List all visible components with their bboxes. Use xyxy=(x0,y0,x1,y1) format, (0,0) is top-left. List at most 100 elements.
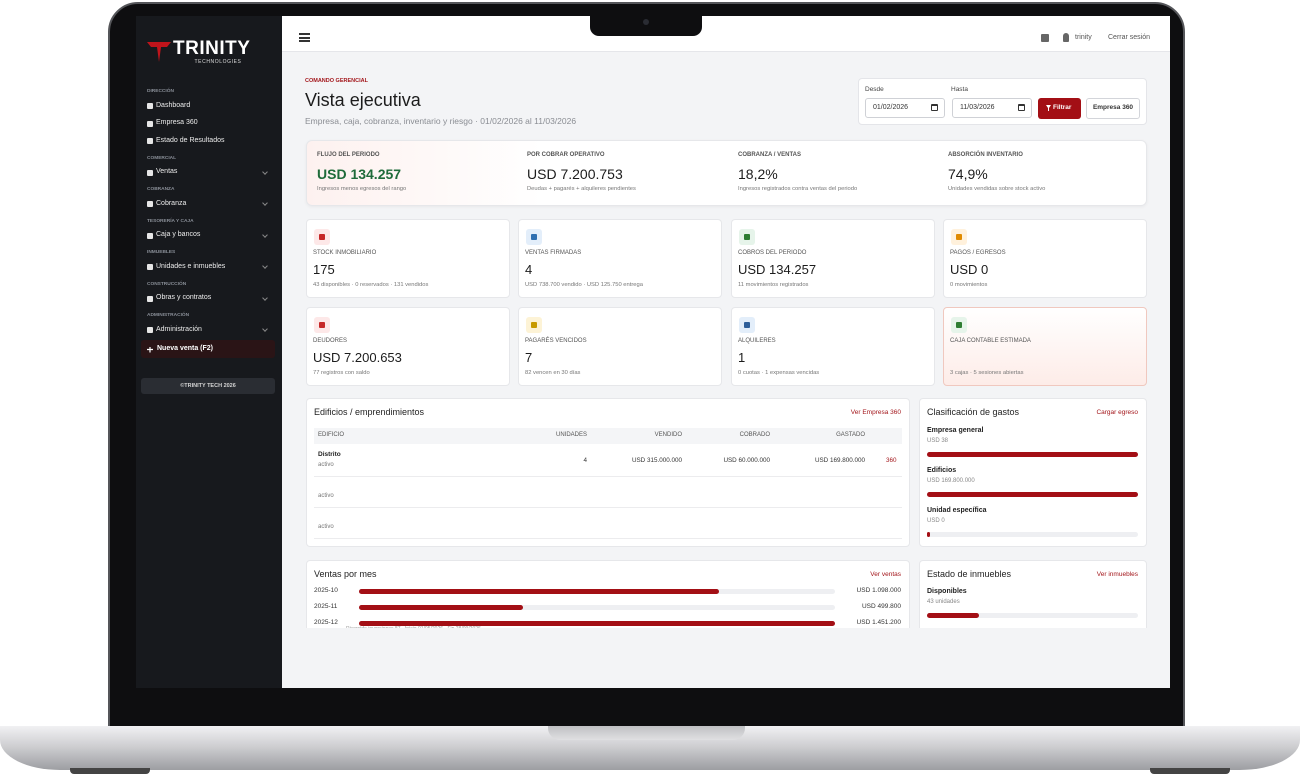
nav-cta-bg[interactable] xyxy=(141,340,275,358)
expense-amount: USD 169.800.000 xyxy=(927,478,975,485)
card-link[interactable]: Ver Empresa 360 xyxy=(850,408,901,416)
empresa-button-label[interactable]: Empresa 360 xyxy=(1092,104,1134,112)
row-divider xyxy=(314,507,902,508)
kpi-icon xyxy=(531,322,537,328)
kpi-value: 4 xyxy=(525,261,533,277)
kpi-icon xyxy=(319,322,325,328)
topbar xyxy=(282,16,1170,52)
row-link[interactable]: 360 xyxy=(886,457,897,465)
sales-month: 2025-11 xyxy=(314,602,338,610)
property-count: 43 unidades xyxy=(927,599,960,606)
kpi-label: PAGOS / EGRESOS xyxy=(950,250,1006,257)
kpi-card xyxy=(306,307,510,386)
sales-bar xyxy=(359,589,720,594)
sales-month: 2025-10 xyxy=(314,586,338,594)
notification-icon[interactable] xyxy=(1041,34,1049,42)
nav-icon xyxy=(147,103,153,109)
laptop-foot xyxy=(1150,768,1230,774)
date-input[interactable] xyxy=(865,98,945,118)
nav-item[interactable]: Cobranza xyxy=(156,199,187,207)
building-status: activo xyxy=(318,524,334,531)
kpi-label: STOCK INMOBILIARIO xyxy=(313,250,377,257)
date-value[interactable]: 01/02/2026 xyxy=(873,104,909,112)
kpi-card xyxy=(731,219,935,298)
summary-note: Ingresos menos egresos del rango xyxy=(317,186,407,193)
nav-item[interactable]: Obras y contratos xyxy=(156,294,212,302)
building-name: Distrito xyxy=(318,450,341,458)
building-status: activo xyxy=(318,493,334,500)
date-input[interactable] xyxy=(952,98,1032,118)
kpi-card xyxy=(943,219,1147,298)
menu-button[interactable] xyxy=(299,33,310,42)
card-link[interactable]: Ver ventas xyxy=(870,570,901,578)
brand: TRINITY xyxy=(173,38,251,60)
laptop-notch xyxy=(548,726,745,740)
nav-icon xyxy=(147,232,153,239)
summary-label: FLUJO DEL PERIODO xyxy=(317,152,380,159)
kpi-value: USD 7.200.653 xyxy=(313,349,402,365)
kpi-value: 175 xyxy=(313,261,335,277)
nav-cta[interactable]: Nueva venta (F2) xyxy=(157,344,214,352)
filter-button-label[interactable]: Filtrar xyxy=(1053,104,1072,112)
progress-track xyxy=(927,613,1138,618)
sales-bar xyxy=(359,605,523,610)
nav-section: ADMINISTRACIÓN xyxy=(147,313,190,319)
camera-notch xyxy=(590,16,702,36)
nav-cta-icon xyxy=(147,346,153,353)
summary-label: POR COBRAR OPERATIVO xyxy=(527,152,605,159)
card-title: Clasificación de gastos xyxy=(927,407,1020,418)
table-header: GASTADO xyxy=(836,432,865,439)
table-cell: USD 60.000.000 xyxy=(723,457,770,465)
empresa-button[interactable] xyxy=(1086,98,1140,119)
nav-item[interactable]: Estado de Resultados xyxy=(156,136,225,144)
eyebrow: COMANDO GERENCIAL xyxy=(305,77,368,84)
table-header: UNIDADES xyxy=(555,432,587,439)
nav-icon xyxy=(147,201,153,207)
kpi-value: 7 xyxy=(525,349,533,365)
kpi-note: 43 disponibles · 0 reservados · 131 vend… xyxy=(313,282,429,289)
logout-link[interactable]: Cerrar sesión xyxy=(1108,33,1151,41)
card-title: Ventas por mes xyxy=(314,569,377,580)
date-value[interactable]: 11/03/2026 xyxy=(960,104,995,112)
kpi-value: USD 134.257 xyxy=(738,261,817,277)
sales-value: USD 1.098.000 xyxy=(856,586,901,594)
nav-item[interactable]: Ventas xyxy=(156,168,178,176)
kpi-card xyxy=(943,307,1147,386)
nav-item[interactable]: Unidades e inmuebles xyxy=(156,262,226,270)
logo-shape xyxy=(147,42,171,62)
kpi-card xyxy=(518,307,722,386)
kpi-icon xyxy=(744,322,750,328)
card-link[interactable]: Cargar egreso xyxy=(1096,408,1138,416)
kpi-note: 82 vencen en 30 días xyxy=(525,370,581,377)
card-link[interactable]: Ver inmuebles xyxy=(1096,570,1138,578)
sales-value: USD 1.451.200 xyxy=(856,618,901,626)
nav-item[interactable]: Caja y bancos xyxy=(156,231,201,239)
sales-footnote: Riverside inversiones 87 · Inicio 01/05/… xyxy=(346,626,481,628)
kpi-label: CAJA CONTABLE ESTIMADA xyxy=(950,338,1031,345)
summary-note: Unidades vendidas sobre stock activo xyxy=(948,186,1046,193)
table-header: VENDIDO xyxy=(654,432,682,439)
summary-value: USD 134.257 xyxy=(317,166,402,183)
sales-value: USD 499.800 xyxy=(861,602,901,610)
kpi-card xyxy=(306,219,510,298)
nav-section: INMUEBLES xyxy=(147,250,176,256)
table-cell: USD 169.800.000 xyxy=(814,457,865,465)
nav-item[interactable]: Dashboard xyxy=(156,101,191,109)
summary-strip xyxy=(306,140,1147,206)
nav-section: CONSTRUCCIÓN xyxy=(147,281,187,287)
property-bar xyxy=(927,613,979,618)
logo-mark xyxy=(147,42,171,62)
kpi-icon xyxy=(319,234,325,240)
row-divider xyxy=(314,476,902,477)
filter-button[interactable] xyxy=(1038,98,1081,119)
table-header-bg xyxy=(314,428,902,444)
summary-label: COBRANZA / VENTAS xyxy=(738,152,801,159)
expense-amount: USD 0 xyxy=(927,518,945,525)
nav-item[interactable]: Empresa 360 xyxy=(156,119,198,127)
nav-section: COMERCIAL xyxy=(147,155,177,161)
page-subtitle: Empresa, caja, cobranza, inventario y ri… xyxy=(305,115,577,126)
summary-value: 18,2% xyxy=(738,166,778,183)
user-name: trinity xyxy=(1075,33,1092,41)
expense-name: Edificios xyxy=(927,466,957,474)
nav-item[interactable]: Administración xyxy=(156,325,202,333)
